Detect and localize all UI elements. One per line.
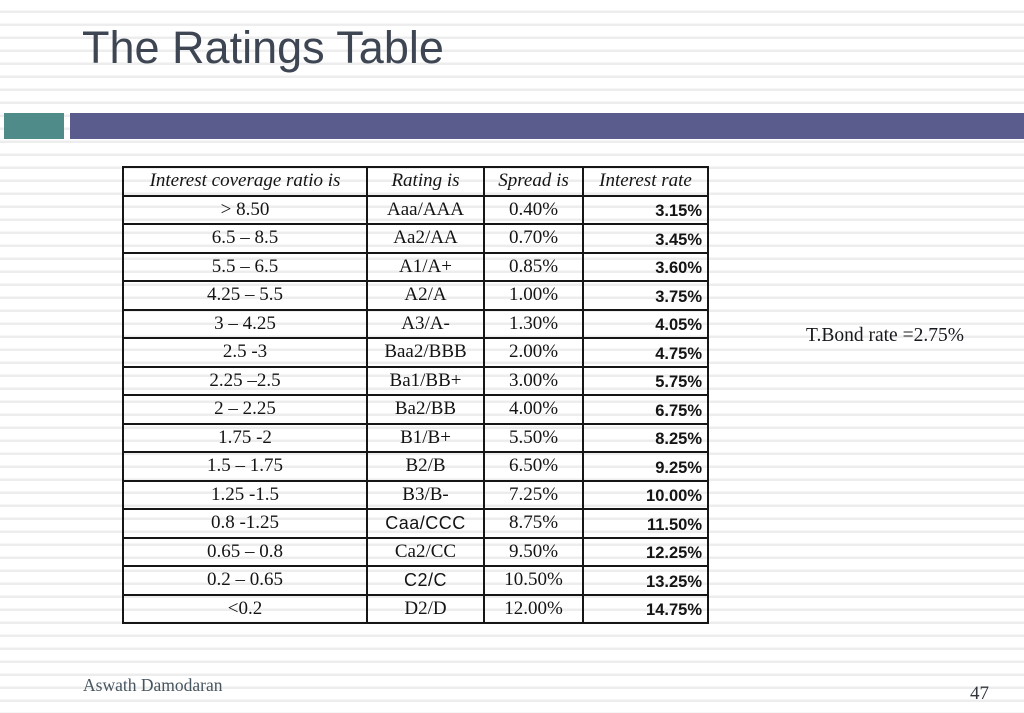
interest-rate-cell: 4.05% xyxy=(582,308,709,339)
rating-cell: Ca2/CC xyxy=(366,536,485,567)
interest-rate-cell: 4.75% xyxy=(582,337,709,368)
spread-cell: 2.00% xyxy=(483,337,584,368)
accent-bar-purple xyxy=(70,113,1024,139)
table-header-row: Interest coverage ratio is Rating is Spr… xyxy=(122,166,709,197)
col-header-interest-coverage-ratio: Interest coverage ratio is xyxy=(122,166,368,197)
rating-cell: Baa2/BBB xyxy=(366,337,485,368)
rating-cell: Ba2/BB xyxy=(366,394,485,425)
table-row: 5.5 – 6.5 A1/A+ 0.85% 3.60% xyxy=(122,251,709,282)
table-row: 2.25 –2.5 Ba1/BB+ 3.00% 5.75% xyxy=(122,365,709,396)
table-row: 0.65 – 0.8 Ca2/CC 9.50% 12.25% xyxy=(122,536,709,567)
table-body: > 8.50 Aaa/AAA 0.40% 3.15% 6.5 – 8.5 Aa2/AA 0.… xyxy=(122,194,709,624)
spread-cell: 10.50% xyxy=(483,565,584,596)
rating-cell: Ba1/BB+ xyxy=(366,365,485,396)
interest-rate-cell: 12.25% xyxy=(582,536,709,567)
table-row: 2.5 -3 Baa2/BBB 2.00% 4.75% xyxy=(122,337,709,368)
page-number: 47 xyxy=(970,683,989,704)
ratings-table: Interest coverage ratio is Rating is Spr… xyxy=(122,166,709,624)
coverage-cell: 1.25 -1.5 xyxy=(122,479,368,510)
col-header-interest-rate: Interest rate xyxy=(582,166,709,197)
coverage-cell: 3 – 4.25 xyxy=(122,308,368,339)
table-row: 2 – 2.25 Ba2/BB 4.00% 6.75% xyxy=(122,394,709,425)
page-title: The Ratings Table xyxy=(82,22,444,73)
rating-cell: B1/B+ xyxy=(366,422,485,453)
rating-cell: B2/B xyxy=(366,451,485,482)
interest-rate-cell: 3.60% xyxy=(582,251,709,282)
coverage-cell: 1.75 -2 xyxy=(122,422,368,453)
spread-cell: 8.75% xyxy=(483,508,584,539)
footer-author: Aswath Damodaran xyxy=(83,675,223,695)
interest-rate-cell: 3.45% xyxy=(582,223,709,254)
table-row: > 8.50 Aaa/AAA 0.40% 3.15% xyxy=(122,194,709,225)
spread-cell: 0.70% xyxy=(483,223,584,254)
interest-rate-cell: 5.75% xyxy=(582,365,709,396)
interest-rate-cell: 13.25% xyxy=(582,565,709,596)
table-row: 0.8 -1.25 Caa/CCC 8.75% 11.50% xyxy=(122,508,709,539)
spread-cell: 9.50% xyxy=(483,536,584,567)
rating-cell: A2/A xyxy=(366,280,485,311)
spread-cell: 12.00% xyxy=(483,593,584,624)
table-row: 1.5 – 1.75 B2/B 6.50% 9.25% xyxy=(122,451,709,482)
coverage-cell: <0.2 xyxy=(122,593,368,624)
spread-cell: 6.50% xyxy=(483,451,584,482)
rating-cell: B3/B- xyxy=(366,479,485,510)
spread-cell: 0.40% xyxy=(483,194,584,225)
coverage-cell: 0.65 – 0.8 xyxy=(122,536,368,567)
spread-cell: 1.30% xyxy=(483,308,584,339)
interest-rate-cell: 8.25% xyxy=(582,422,709,453)
coverage-cell: > 8.50 xyxy=(122,194,368,225)
table-row: 6.5 – 8.5 Aa2/AA 0.70% 3.45% xyxy=(122,223,709,254)
coverage-cell: 0.8 -1.25 xyxy=(122,508,368,539)
accent-bar-teal xyxy=(4,113,64,139)
rating-cell: C2/C xyxy=(366,565,485,596)
table-row: 4.25 – 5.5 A2/A 1.00% 3.75% xyxy=(122,280,709,311)
rating-cell: Aa2/AA xyxy=(366,223,485,254)
interest-rate-cell: 3.75% xyxy=(582,280,709,311)
table-row: 3 – 4.25 A3/A- 1.30% 4.05% xyxy=(122,308,709,339)
interest-rate-cell: 10.00% xyxy=(582,479,709,510)
spread-cell: 3.00% xyxy=(483,365,584,396)
table-row: <0.2 D2/D 12.00% 14.75% xyxy=(122,593,709,624)
col-header-rating: Rating is xyxy=(366,166,485,197)
interest-rate-cell: 3.15% xyxy=(582,194,709,225)
rating-cell: Aaa/AAA xyxy=(366,194,485,225)
coverage-cell: 5.5 – 6.5 xyxy=(122,251,368,282)
rating-cell: A1/A+ xyxy=(366,251,485,282)
spread-cell: 0.85% xyxy=(483,251,584,282)
coverage-cell: 2.25 –2.5 xyxy=(122,365,368,396)
table-row: 0.2 – 0.65 C2/C 10.50% 13.25% xyxy=(122,565,709,596)
spread-cell: 7.25% xyxy=(483,479,584,510)
spread-cell: 5.50% xyxy=(483,422,584,453)
coverage-cell: 2.5 -3 xyxy=(122,337,368,368)
coverage-cell: 2 – 2.25 xyxy=(122,394,368,425)
coverage-cell: 1.5 – 1.75 xyxy=(122,451,368,482)
rating-cell: Caa/CCC xyxy=(366,508,485,539)
spread-cell: 4.00% xyxy=(483,394,584,425)
tbond-rate-note: T.Bond rate =2.75% xyxy=(806,325,964,346)
col-header-spread: Spread is xyxy=(483,166,584,197)
table-row: 1.25 -1.5 B3/B- 7.25% 10.00% xyxy=(122,479,709,510)
rating-cell: D2/D xyxy=(366,593,485,624)
coverage-cell: 4.25 – 5.5 xyxy=(122,280,368,311)
interest-rate-cell: 9.25% xyxy=(582,451,709,482)
table-row: 1.75 -2 B1/B+ 5.50% 8.25% xyxy=(122,422,709,453)
coverage-cell: 0.2 – 0.65 xyxy=(122,565,368,596)
interest-rate-cell: 14.75% xyxy=(582,593,709,624)
interest-rate-cell: 6.75% xyxy=(582,394,709,425)
interest-rate-cell: 11.50% xyxy=(582,508,709,539)
rating-cell: A3/A- xyxy=(366,308,485,339)
coverage-cell: 6.5 – 8.5 xyxy=(122,223,368,254)
spread-cell: 1.00% xyxy=(483,280,584,311)
